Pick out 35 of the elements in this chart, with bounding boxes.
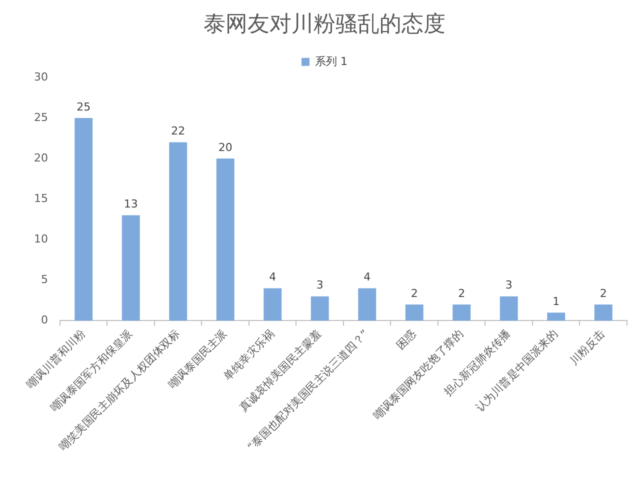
y-tick-label: 30	[34, 70, 48, 84]
bar	[594, 304, 612, 321]
data-label: 1	[552, 294, 560, 308]
data-label: 22	[171, 124, 186, 138]
bar	[74, 118, 93, 321]
data-label: 2	[600, 286, 607, 300]
y-tick-label: 0	[40, 314, 48, 327]
y-tick-label: 20	[34, 151, 48, 164]
y-tick-label: 15	[34, 192, 48, 205]
bar	[122, 215, 140, 321]
bar	[310, 296, 329, 321]
data-label: 4	[364, 270, 371, 284]
bar	[169, 142, 188, 321]
data-label: 2	[410, 286, 418, 300]
y-tick-label: 25	[34, 110, 48, 124]
data-label: 3	[505, 278, 512, 292]
data-label: 4	[269, 270, 276, 284]
x-tick-label: 困惑	[394, 327, 419, 352]
data-label: 2	[458, 286, 466, 300]
data-label: 13	[124, 198, 138, 211]
bar	[216, 158, 234, 321]
bar	[547, 312, 566, 321]
y-tick-label: 10	[34, 232, 48, 246]
chart-title: 泰网友对川粉骚乱的态度	[204, 10, 446, 36]
bar	[358, 288, 376, 321]
data-label: 3	[316, 278, 324, 292]
legend-label: 系列 1	[315, 54, 348, 68]
bar	[500, 296, 518, 321]
bar	[452, 304, 471, 321]
bar	[264, 288, 282, 321]
data-label: 20	[218, 140, 232, 154]
x-tick-label: 川粉反击	[567, 327, 608, 368]
bar	[405, 304, 424, 321]
y-tick-label: 5	[40, 273, 48, 286]
data-label: 25	[76, 100, 91, 114]
